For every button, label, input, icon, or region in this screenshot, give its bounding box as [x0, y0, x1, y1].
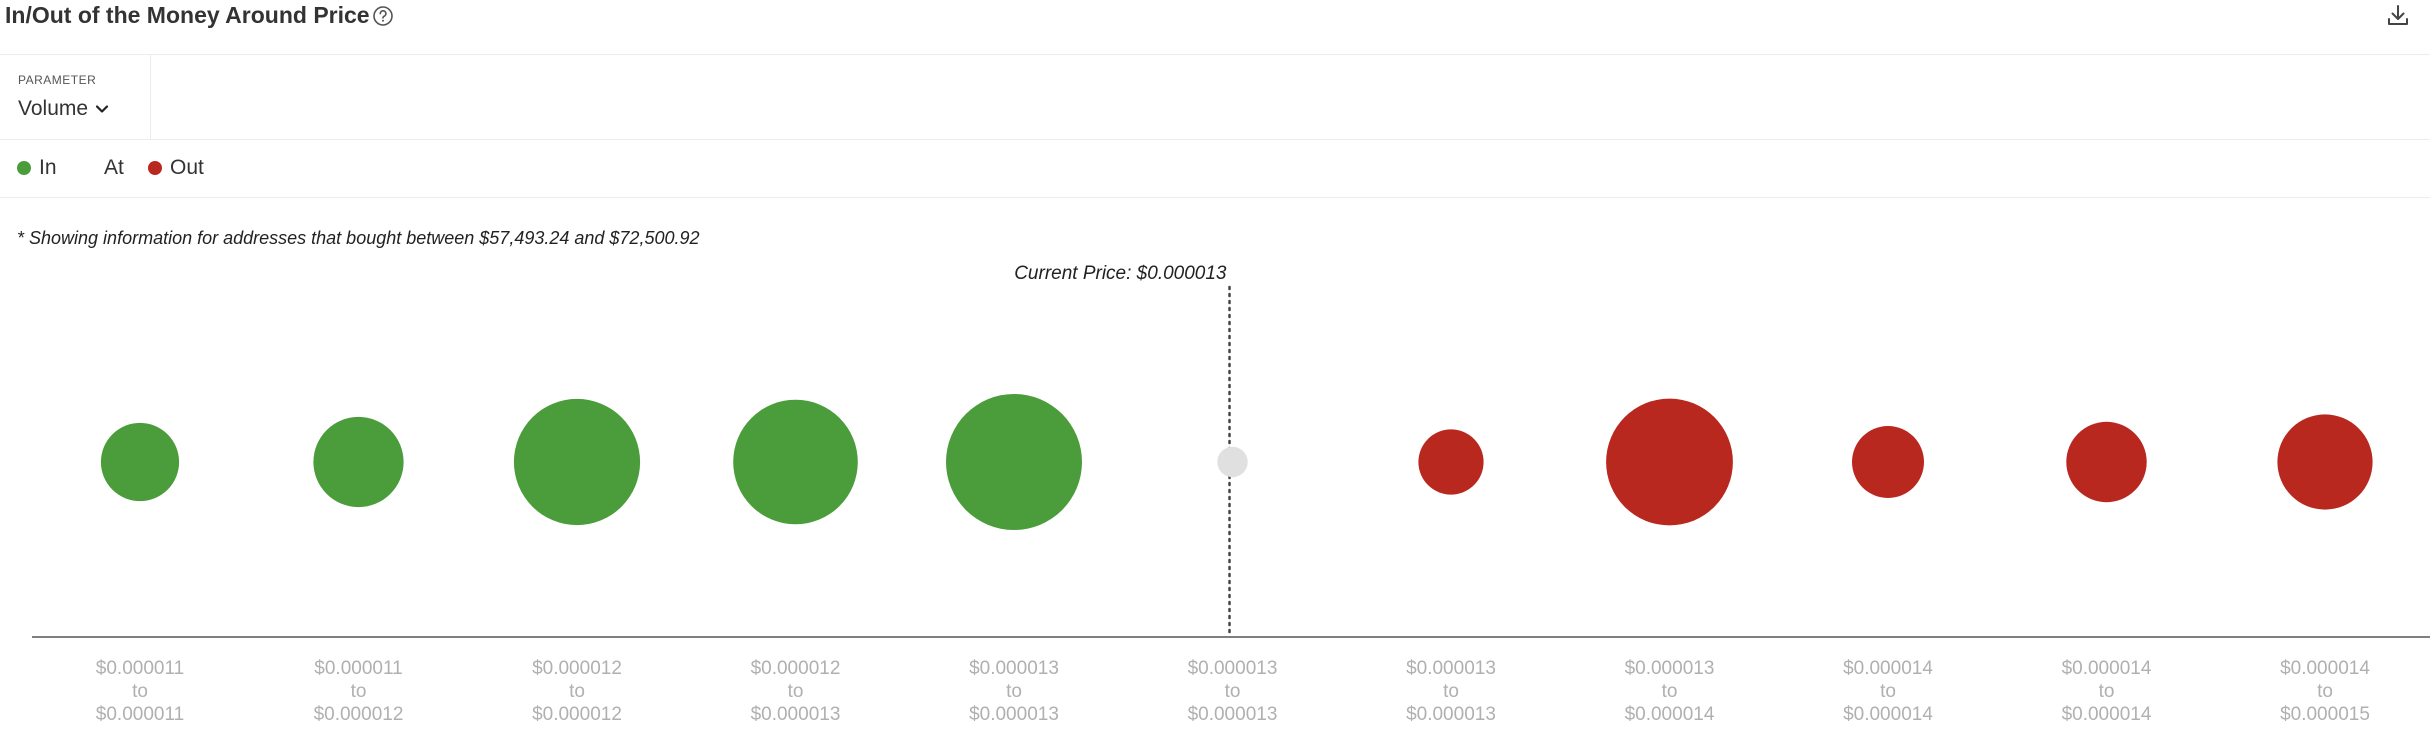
x-tick-label: to — [2317, 681, 2333, 702]
x-tick-label: $0.000012 — [532, 704, 622, 725]
legend-dot-out — [148, 161, 162, 175]
help-circle-icon[interactable] — [372, 5, 394, 27]
legend-dot-in — [17, 161, 31, 175]
bubble-in[interactable] — [100, 422, 180, 502]
x-tick-label: to — [1662, 681, 1678, 702]
x-tick-label: $0.000014 — [1843, 704, 1933, 725]
x-tick-label: $0.000015 — [2280, 704, 2370, 725]
x-tick-label: to — [1006, 681, 1022, 702]
x-tick-label: $0.000012 — [751, 658, 841, 679]
bubble-out[interactable] — [1852, 426, 1924, 498]
parameter-row: PARAMETER Volume — [0, 55, 2430, 140]
x-tick-label: $0.000013 — [1625, 658, 1715, 679]
parameter-label: PARAMETER — [18, 73, 97, 87]
x-tick-label: $0.000011 — [314, 658, 402, 679]
range-note: * Showing information for addresses that… — [17, 228, 700, 248]
x-tick-label: $0.000014 — [1625, 704, 1715, 725]
bubble-in[interactable] — [313, 416, 404, 508]
parameter-selector: PARAMETER Volume — [0, 55, 151, 139]
download-icon[interactable] — [2384, 2, 2412, 30]
bubble-in[interactable] — [513, 398, 641, 526]
bubble-out[interactable] — [1606, 398, 1733, 526]
x-tick-label: to — [1225, 681, 1241, 702]
chart-header: In/Out of the Money Around Price — [0, 0, 2430, 55]
x-tick-label: $0.000012 — [532, 658, 622, 679]
chevron-down-icon — [95, 105, 109, 113]
bubble-out[interactable] — [2066, 421, 2147, 503]
x-tick-label: $0.000013 — [1188, 704, 1278, 725]
x-tick-label: $0.000013 — [751, 704, 841, 725]
x-tick-label: to — [2099, 681, 2115, 702]
bubble-in[interactable] — [946, 394, 1082, 530]
parameter-selected-value: Volume — [18, 97, 89, 120]
x-tick-label: $0.000014 — [2062, 658, 2152, 679]
x-tick-label: to — [1443, 681, 1459, 702]
legend-item-at[interactable]: At — [104, 156, 124, 180]
x-tick-label: $0.000013 — [1406, 704, 1496, 725]
legend-item-in[interactable]: In — [17, 156, 57, 180]
legend-item-out[interactable]: Out — [148, 156, 204, 180]
x-tick-label: $0.000013 — [969, 658, 1059, 679]
x-tick-label: $0.000014 — [2062, 704, 2152, 725]
legend: In At Out — [0, 140, 2430, 198]
x-tick-label: $0.000011 — [96, 658, 184, 679]
x-tick-label: $0.000013 — [969, 704, 1059, 725]
bubble-out[interactable] — [2277, 414, 2373, 510]
x-tick-label: to — [132, 681, 148, 702]
x-tick-label: $0.000012 — [314, 704, 404, 725]
x-tick-label: to — [1880, 681, 1896, 702]
current-price-label: Current Price: $0.000013 — [1014, 263, 1227, 284]
x-tick-label: to — [788, 681, 804, 702]
x-tick-label: to — [351, 681, 367, 702]
legend-label-out: Out — [170, 156, 204, 179]
x-tick-label: to — [569, 681, 585, 702]
bubble-at[interactable] — [1217, 446, 1248, 478]
x-tick-label: $0.000013 — [1406, 658, 1496, 679]
chart-title: In/Out of the Money Around Price — [5, 2, 370, 28]
bubble-out[interactable] — [1418, 429, 1484, 495]
x-tick-label: $0.000014 — [1843, 658, 1933, 679]
x-tick-label: $0.000013 — [1188, 658, 1278, 679]
legend-label-in: In — [39, 156, 57, 179]
parameter-dropdown[interactable]: Volume — [18, 97, 110, 121]
x-tick-label: $0.000014 — [2280, 658, 2370, 679]
bubble-chart: Current Price: $0.000013$0.000011to$0.00… — [32, 263, 2430, 725]
x-tick-label: $0.000011 — [96, 704, 184, 725]
legend-label-at: At — [104, 156, 124, 179]
bubble-in[interactable] — [733, 399, 858, 525]
